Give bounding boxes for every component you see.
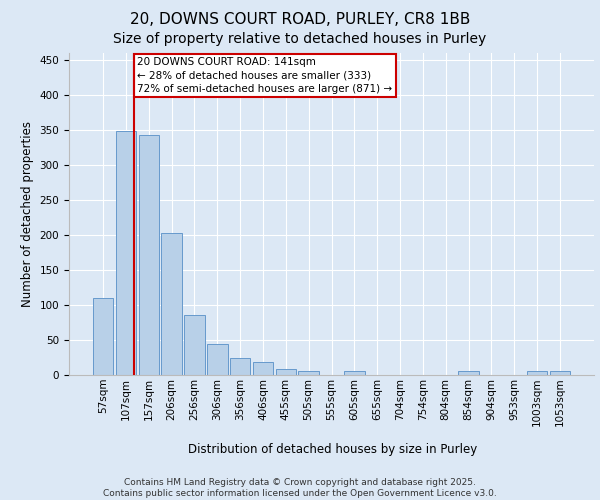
Bar	[458, 371, 479, 375]
Bar	[184, 316, 205, 375]
Text: Size of property relative to detached houses in Purley: Size of property relative to detached ho…	[113, 32, 487, 46]
Text: 20 DOWNS COURT ROAD: 141sqm
← 28% of detached houses are smaller (333)
72% of se: 20 DOWNS COURT ROAD: 141sqm ← 28% of det…	[137, 58, 392, 94]
Bar	[550, 371, 570, 375]
Text: 20, DOWNS COURT ROAD, PURLEY, CR8 1BB: 20, DOWNS COURT ROAD, PURLEY, CR8 1BB	[130, 12, 470, 28]
Bar	[139, 135, 159, 375]
Y-axis label: Number of detached properties: Number of detached properties	[21, 120, 34, 306]
Bar	[275, 368, 296, 375]
Bar	[207, 344, 227, 375]
Bar	[116, 131, 136, 375]
Bar	[298, 371, 319, 375]
Text: Contains HM Land Registry data © Crown copyright and database right 2025.
Contai: Contains HM Land Registry data © Crown c…	[103, 478, 497, 498]
Bar	[527, 371, 547, 375]
Bar	[253, 362, 273, 375]
Text: Distribution of detached houses by size in Purley: Distribution of detached houses by size …	[188, 442, 478, 456]
Bar	[230, 358, 250, 375]
Bar	[161, 232, 182, 375]
Bar	[344, 371, 365, 375]
Bar	[93, 298, 113, 375]
